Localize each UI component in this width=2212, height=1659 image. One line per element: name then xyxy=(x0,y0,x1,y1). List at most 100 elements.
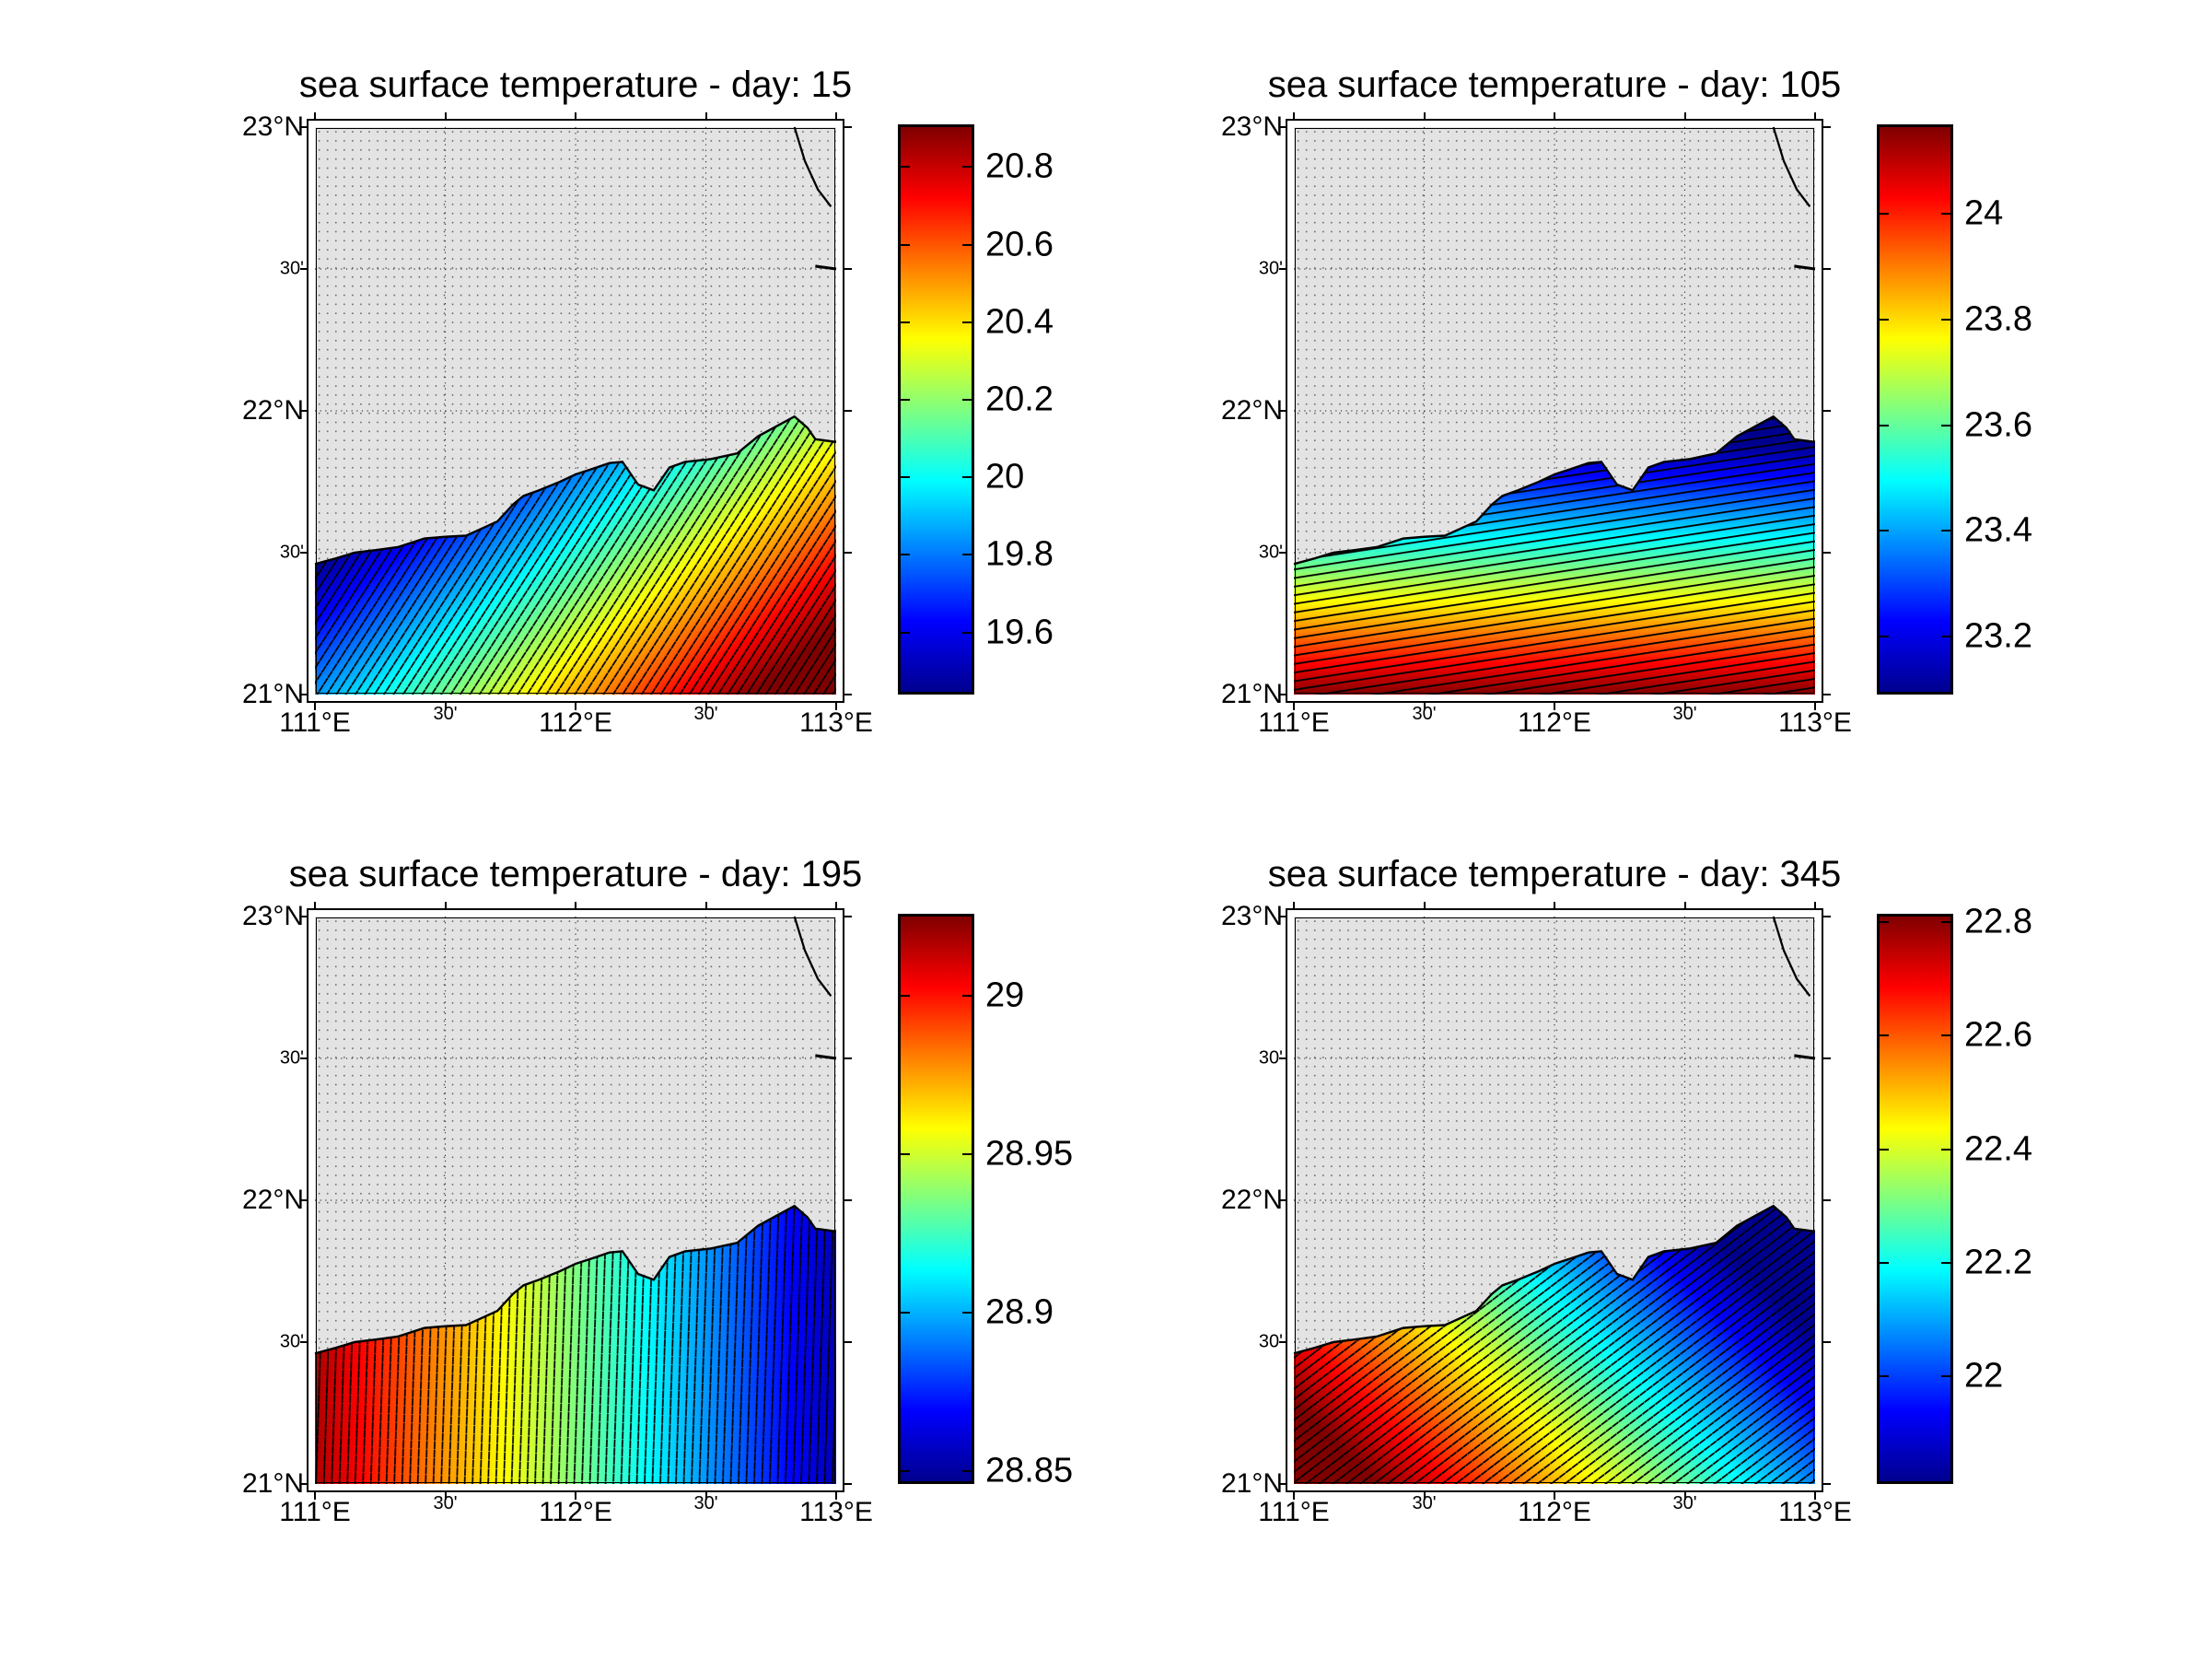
lon-tick-label: 111°E xyxy=(1258,707,1330,738)
colorbar-tick xyxy=(962,554,972,556)
colorbar-tick xyxy=(901,631,910,634)
lat-tick xyxy=(844,126,852,128)
lon-tick-label: 113°E xyxy=(1778,707,1852,738)
lon-tick-label: 112°E xyxy=(539,1497,612,1527)
lat-tick-label: 30' xyxy=(279,258,304,279)
lat-tick xyxy=(1279,552,1286,554)
lon-tick xyxy=(1554,703,1555,710)
lon-tick xyxy=(704,902,707,909)
lat-tick xyxy=(300,694,308,695)
colorbar xyxy=(1877,914,1953,1484)
map-frame xyxy=(307,908,844,1492)
colorbar-tick xyxy=(901,1153,910,1156)
colorbar-tick-label: 23.8 xyxy=(1964,299,2032,339)
coastline-northeast xyxy=(793,126,832,208)
lat-tick-label: 22°N xyxy=(1220,395,1283,426)
map-panel xyxy=(307,119,844,703)
lat-tick-label: 21°N xyxy=(241,679,304,709)
lat-tick xyxy=(844,1341,852,1343)
lon-tick xyxy=(1293,112,1295,120)
lat-tick xyxy=(844,268,852,270)
colorbar-tick xyxy=(901,1470,910,1473)
coastline-islet xyxy=(1794,264,1816,271)
colorbar-tick xyxy=(962,995,972,998)
colorbar-tick xyxy=(1880,424,1889,426)
lat-tick xyxy=(1279,1057,1286,1059)
colorbar-tick-label: 22 xyxy=(1964,1356,2004,1396)
lon-tick-label: 111°E xyxy=(279,707,351,738)
map-panel xyxy=(1286,908,1823,1492)
lon-tick-label: 30' xyxy=(1672,1493,1697,1513)
colorbar-tick xyxy=(962,476,972,479)
colorbar-tick xyxy=(1880,530,1889,532)
coastline-northeast xyxy=(793,916,832,998)
map-frame-inner xyxy=(1295,128,1814,694)
colorbar-tick-label: 28.85 xyxy=(985,1451,1074,1490)
lon-tick-label: 113°E xyxy=(799,1497,873,1527)
colorbar xyxy=(1877,124,1953,695)
lon-tick xyxy=(1554,112,1555,120)
colorbar-tick xyxy=(1941,921,1950,924)
coastline-islet xyxy=(815,1054,837,1060)
colorbar-tick-label: 20.2 xyxy=(985,380,1054,419)
colorbar-tick-label: 28.9 xyxy=(985,1292,1054,1332)
lon-tick xyxy=(1814,902,1816,909)
lat-tick xyxy=(1279,1483,1286,1485)
colorbar-tick xyxy=(1941,1374,1950,1377)
lon-tick xyxy=(1293,1492,1295,1500)
lat-tick xyxy=(1279,1199,1286,1201)
colorbar-tick xyxy=(1880,921,1889,924)
colorbar-tick xyxy=(901,166,910,169)
colorbar-tick xyxy=(1941,1034,1950,1037)
lat-tick xyxy=(300,126,308,128)
colorbar-tick xyxy=(1941,319,1950,321)
panel-title: sea surface temperature - day: 105 xyxy=(1267,64,1842,105)
lon-tick xyxy=(1683,902,1686,909)
lon-tick xyxy=(835,902,837,909)
lat-tick xyxy=(1279,694,1286,695)
panel-title: sea surface temperature - day: 15 xyxy=(298,64,853,105)
colorbar-tick xyxy=(962,1153,972,1156)
lat-tick xyxy=(1823,410,1831,412)
colorbar-tick xyxy=(1880,319,1889,321)
lat-tick xyxy=(844,916,852,917)
lon-tick xyxy=(1683,112,1686,120)
colorbar-tick-label: 22.2 xyxy=(1964,1243,2032,1282)
colorbar-tick-label: 23.6 xyxy=(1964,405,2032,445)
lon-tick xyxy=(1814,703,1816,710)
lon-tick-label: 30' xyxy=(1412,704,1437,724)
colorbar-tick xyxy=(1880,1261,1889,1264)
lon-tick xyxy=(1423,703,1426,710)
lat-tick xyxy=(300,1483,308,1485)
coastline-northeast xyxy=(1772,916,1811,998)
lat-tick xyxy=(1823,694,1831,695)
lat-tick-label: 23°N xyxy=(241,111,304,142)
colorbar-tick xyxy=(962,398,972,401)
colorbar-tick xyxy=(1941,1148,1950,1151)
lon-tick-label: 113°E xyxy=(1778,1497,1852,1527)
lat-tick xyxy=(1279,916,1286,917)
lon-tick-label: 111°E xyxy=(279,1497,351,1527)
lat-tick xyxy=(300,410,308,412)
colorbar-tick-label: 22.8 xyxy=(1964,902,2032,941)
map-frame xyxy=(307,119,844,703)
lon-tick-label: 30' xyxy=(693,704,718,724)
lon-tick xyxy=(1814,1492,1816,1500)
colorbar-tick xyxy=(962,631,972,634)
lat-tick xyxy=(1823,552,1831,554)
coastline-northeast xyxy=(1772,126,1811,208)
colorbar-tick xyxy=(1880,1374,1889,1377)
lon-tick-label: 113°E xyxy=(799,707,873,738)
lon-tick xyxy=(1814,112,1816,120)
lon-tick xyxy=(1683,703,1686,710)
lon-tick xyxy=(704,703,707,710)
colorbar-tick xyxy=(1941,530,1950,532)
lat-tick-label: 22°N xyxy=(241,395,304,426)
lat-tick-label: 21°N xyxy=(241,1468,304,1499)
lat-tick-label: 23°N xyxy=(1220,901,1283,931)
lat-tick xyxy=(1823,1341,1831,1343)
lon-tick-label: 30' xyxy=(1672,704,1697,724)
colorbar-tick xyxy=(962,321,972,323)
lon-tick-label: 30' xyxy=(433,704,458,724)
lon-tick xyxy=(1554,1492,1555,1500)
